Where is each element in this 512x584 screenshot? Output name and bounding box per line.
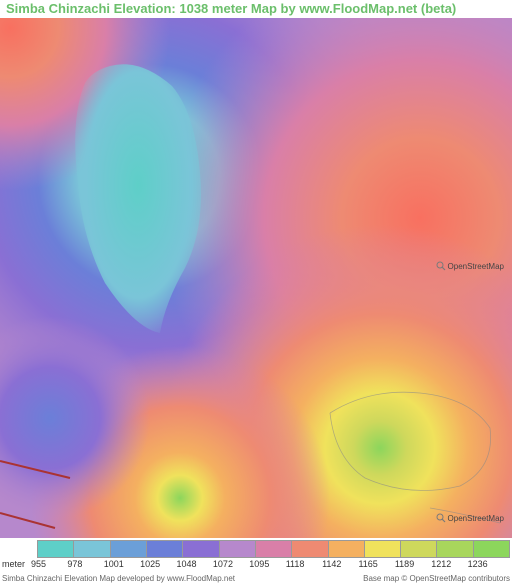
legend-swatch: [219, 540, 255, 558]
legend-swatch: [182, 540, 218, 558]
osm-attribution-bottom: OpenStreetMap: [436, 513, 504, 523]
legend-swatch: [37, 540, 73, 558]
legend-value: 978: [67, 559, 82, 569]
legend-swatch: [291, 540, 327, 558]
legend-value: 1189: [395, 559, 414, 569]
osm-text: OpenStreetMap: [448, 262, 504, 271]
legend-swatch: [328, 540, 364, 558]
legend-swatch: [146, 540, 182, 558]
legend-value: 1212: [431, 559, 451, 569]
legend-value: 955: [31, 559, 46, 569]
legend-swatch: [73, 540, 109, 558]
legend-labels: meter 955 978 1001 1025 1048 1072 1095 1118 1142…: [0, 558, 512, 570]
osm-text: OpenStreetMap: [448, 514, 504, 523]
legend-value: 1001: [104, 559, 124, 569]
title-text: Simba Chinzachi Elevation: 1038 meter Ma…: [6, 1, 456, 16]
legend-swatch: [400, 540, 436, 558]
legend-value: 1165: [358, 559, 377, 569]
legend-swatch: [473, 540, 510, 558]
legend-value: 1095: [249, 559, 269, 569]
elevation-legend: meter 955 978 1001 1025 1048 1072 1095 1118 1142…: [0, 540, 512, 584]
legend-value: 1118: [286, 559, 305, 569]
legend-swatch: [436, 540, 472, 558]
legend-value: 1048: [177, 559, 197, 569]
legend-unit: meter: [2, 559, 25, 569]
legend-swatch: [364, 540, 400, 558]
legend-value: 1025: [140, 559, 160, 569]
legend-swatches: [37, 540, 510, 558]
magnifier-icon: [436, 513, 446, 523]
legend-value: 1236: [468, 559, 488, 569]
magnifier-icon: [436, 261, 446, 271]
elevation-svg: [0, 18, 512, 538]
page-title: Simba Chinzachi Elevation: 1038 meter Ma…: [0, 0, 512, 18]
osm-attribution-mid: OpenStreetMap: [436, 261, 504, 271]
elevation-map: OpenStreetMap OpenStreetMap: [0, 18, 512, 538]
legend-value: 1142: [322, 559, 341, 569]
legend-value: 1072: [213, 559, 233, 569]
legend-swatch: [255, 540, 291, 558]
legend-swatch: [110, 540, 146, 558]
